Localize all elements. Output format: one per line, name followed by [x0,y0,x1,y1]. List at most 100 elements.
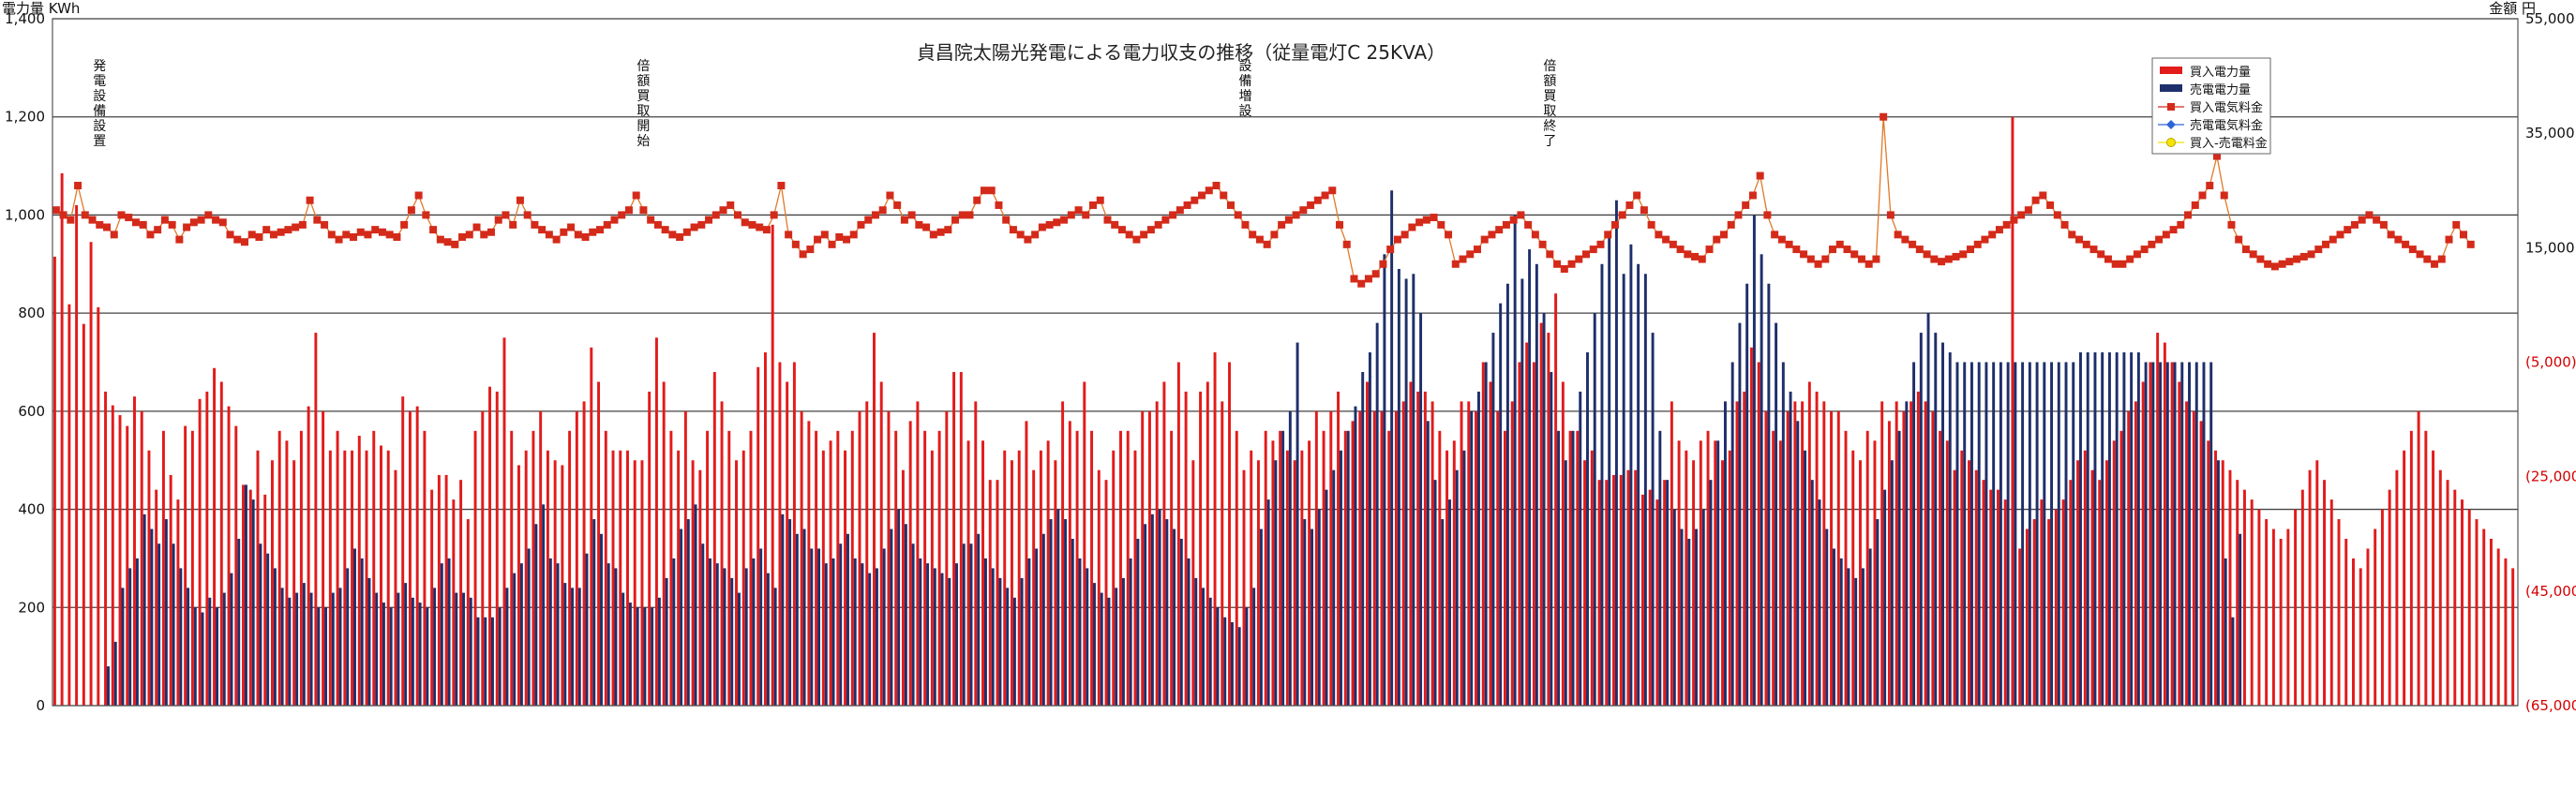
bar-buy-kwh [619,450,622,706]
bar-sell-kwh [288,597,292,706]
bar-buy-kwh [386,450,390,706]
point-buy-cost [545,231,553,239]
bar-sell-kwh [556,563,560,706]
y-tick-left: 0 [36,697,45,714]
point-buy-cost [756,223,764,231]
point-buy-cost [96,220,104,229]
bar-buy-kwh [60,172,64,707]
point-buy-cost [2329,235,2337,244]
bar-buy-kwh [357,436,361,706]
bar-sell-kwh [462,592,465,706]
bar-buy-kwh [1612,474,1615,706]
bar-buy-kwh [1830,410,1834,706]
bar-sell-kwh [331,592,335,706]
point-buy-cost [820,231,829,239]
point-buy-cost [350,232,358,241]
annotations: 発電設備設置 倍額買取開始 設備増設 倍額買取終了 [93,59,1556,149]
bar-sell-kwh [382,603,385,706]
bar-sell-kwh [788,519,792,706]
point-buy-cost [682,228,691,236]
bar-sell-kwh [1049,519,1053,706]
bar-buy-kwh [916,401,920,706]
bar-buy-kwh [1213,352,1217,706]
point-buy-cost [1371,270,1380,278]
bar-sell-kwh [1586,352,1589,706]
bar-sell-kwh [2050,362,2054,706]
y-tick-left: 200 [18,599,45,616]
point-buy-cost [2017,211,2026,219]
bar-sell-kwh [433,588,437,706]
legend-label: 売電電気料金 [2190,118,2263,133]
bar-buy-kwh [836,430,840,706]
bar-buy-kwh [1366,381,1369,706]
bar-buy-kwh [430,489,434,706]
point-buy-cost [2068,231,2076,239]
point-buy-cost [1915,246,1924,254]
point-buy-cost [1234,211,1242,219]
point-buy-cost [2336,231,2344,239]
bar-buy-kwh [1764,410,1768,706]
bar-buy-kwh [1510,401,1514,706]
point-buy-cost [1336,220,1344,229]
y-tick-right: 35,000 [2525,125,2575,141]
bar-sell-kwh [1818,499,1821,706]
point-buy-cost [2423,255,2432,263]
bar-buy-kwh [2294,509,2298,706]
point-buy-cost [59,211,67,219]
bar-buy-kwh [517,465,520,706]
point-buy-cost [1589,246,1597,254]
bar-sell-kwh [1963,362,1967,706]
bar-buy-kwh [1046,440,1050,706]
bar-buy-kwh [1503,430,1506,706]
bar-buy-kwh [1953,469,1956,706]
bar-sell-kwh [527,548,531,706]
bar-buy-kwh [1525,342,1529,706]
bar-sell-kwh [998,577,1002,706]
point-buy-cost [1502,220,1510,229]
y-tick-left: 600 [18,403,45,420]
bar-sell-kwh [571,588,575,706]
point-buy-cost [1212,182,1221,190]
point-buy-cost [1610,220,1619,229]
bar-buy-kwh [1619,474,1623,706]
point-buy-cost [247,231,256,239]
point-buy-cost [1792,246,1801,254]
point-buy-cost [2212,152,2221,160]
bar-sell-kwh [1637,263,1640,706]
bar-buy-kwh [2207,440,2210,706]
bar-sell-kwh [1216,607,1220,706]
bar-buy-kwh [1416,391,1420,706]
bar-sell-kwh [1528,249,1532,706]
bar-buy-kwh [1910,401,1913,706]
point-buy-cost [1857,255,1865,263]
bar-sell-kwh [1564,460,1567,706]
bar-buy-kwh [1003,450,1007,706]
bar-sell-kwh [672,558,676,706]
bar-buy-kwh [1206,381,1209,706]
bar-sell-kwh [498,607,502,706]
bar-buy-kwh [481,410,485,706]
bar-sell-kwh [766,573,770,706]
point-buy-cost [1140,231,1148,239]
bar-sell-kwh [346,568,350,706]
bar-buy-kwh [2337,519,2341,706]
bar-sell-kwh [1796,421,1800,706]
bar-sell-kwh [440,563,443,706]
point-buy-cost [1742,201,1750,209]
bar-buy-kwh [988,480,992,706]
point-buy-cost [103,223,112,231]
bar-sell-kwh [1593,313,1596,706]
bar-buy-kwh [1184,391,1188,706]
bar-buy-kwh [792,362,796,706]
bar-buy-kwh [75,204,79,706]
bar-sell-kwh [216,607,218,706]
bar-buy-kwh [89,242,93,706]
bar-sell-kwh [418,603,422,706]
gridlines [52,18,2518,707]
bar-buy-kwh [850,430,854,706]
point-buy-cost [2169,226,2178,234]
bar-sell-kwh [1919,333,1923,706]
bar-buy-kwh [959,371,963,706]
bar-buy-kwh [111,405,114,706]
point-buy-cost [189,218,198,227]
